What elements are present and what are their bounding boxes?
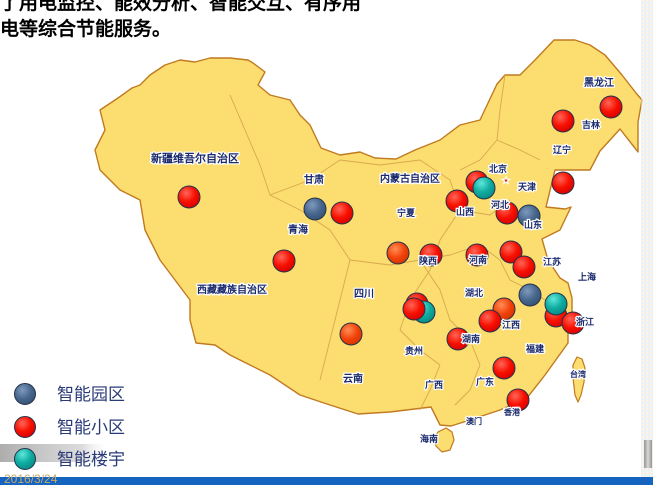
svg-text:甘肃: 甘肃	[304, 173, 324, 186]
svg-text:宁夏: 宁夏	[397, 207, 416, 218]
svg-text:江苏: 江苏	[543, 256, 561, 267]
svg-text:西藏藏族自治区: 西藏藏族自治区	[197, 283, 267, 296]
svg-text:广东: 广东	[476, 376, 494, 387]
svg-text:澳门: 澳门	[466, 416, 482, 426]
svg-text:福建: 福建	[525, 343, 545, 354]
svg-text:云南: 云南	[343, 372, 363, 385]
svg-text:智能小区: 智能小区	[57, 418, 125, 437]
svg-text:山东: 山东	[524, 219, 542, 230]
svg-text:吉林: 吉林	[582, 119, 601, 130]
svg-text:贵州: 贵州	[405, 345, 423, 356]
svg-text:四川: 四川	[354, 288, 374, 300]
svg-text:台湾: 台湾	[570, 369, 586, 379]
svg-text:河北: 河北	[491, 199, 509, 210]
svg-text:香港: 香港	[503, 407, 521, 417]
svg-text:江西: 江西	[502, 319, 520, 330]
svg-text:广西: 广西	[425, 379, 443, 390]
svg-text:山西: 山西	[456, 206, 474, 217]
svg-text:青海: 青海	[288, 223, 308, 236]
svg-text:湖北: 湖北	[465, 287, 483, 298]
svg-text:内蒙古自治区: 内蒙古自治区	[380, 172, 440, 185]
svg-text:浙江: 浙江	[576, 316, 594, 327]
svg-text:天津: 天津	[518, 181, 536, 192]
svg-text:海南: 海南	[420, 433, 438, 444]
svg-text:智能楼宇: 智能楼宇	[57, 450, 125, 469]
svg-text:2016/3/24: 2016/3/24	[4, 472, 58, 485]
svg-text:辽宁: 辽宁	[553, 144, 571, 155]
svg-text:智能园区: 智能园区	[57, 385, 125, 404]
svg-text:陕西: 陕西	[419, 255, 437, 266]
svg-text:黑龙江: 黑龙江	[584, 76, 614, 89]
svg-text:河南: 河南	[469, 254, 487, 265]
svg-text:上海: 上海	[578, 271, 596, 282]
svg-text:湖南: 湖南	[462, 333, 480, 344]
svg-text:新疆维吾尔自治区: 新疆维吾尔自治区	[151, 151, 239, 165]
svg-text:北京: 北京	[489, 163, 507, 174]
